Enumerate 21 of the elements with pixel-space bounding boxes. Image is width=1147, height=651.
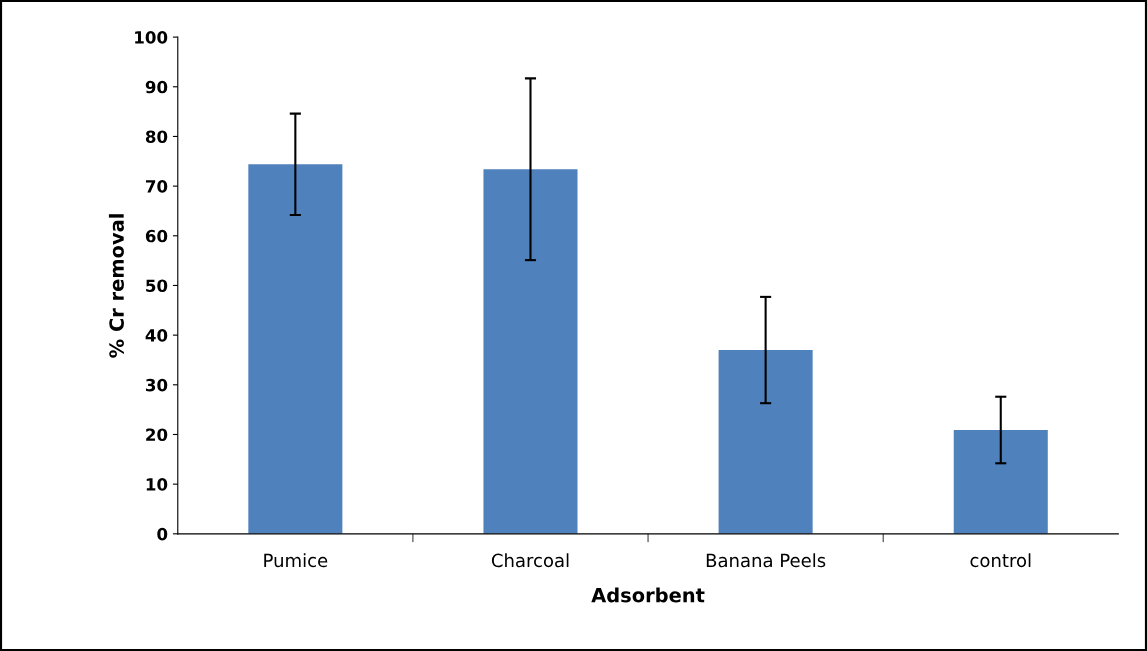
- bar: [718, 350, 813, 534]
- x-axis-title: Adsorbent: [591, 587, 705, 603]
- y-tick-label: 10: [146, 478, 168, 491]
- y-tick-label: 20: [146, 428, 168, 442]
- y-tick-label: 80: [145, 130, 168, 144]
- y-tick-label: 40: [145, 329, 168, 342]
- bar: [248, 164, 343, 534]
- y-tick-label: 50: [146, 279, 168, 293]
- y-tick-label: 30: [145, 378, 168, 392]
- x-tick-label: control: [970, 553, 1031, 568]
- bar: [483, 169, 578, 534]
- y-tick-label: 100: [135, 31, 168, 44]
- x-tick-label: Pumice: [264, 553, 328, 568]
- y-tick-label: 90: [145, 80, 168, 94]
- x-tick-label: Banana Peels: [706, 553, 826, 568]
- y-axis-title: % Cr removal: [108, 214, 124, 358]
- y-tick-label: 60: [145, 229, 168, 243]
- y-tick-label: 70: [145, 180, 168, 193]
- y-tick-label: 0: [157, 527, 168, 541]
- bar: [953, 430, 1048, 534]
- x-tick-label: Charcoal: [491, 553, 569, 568]
